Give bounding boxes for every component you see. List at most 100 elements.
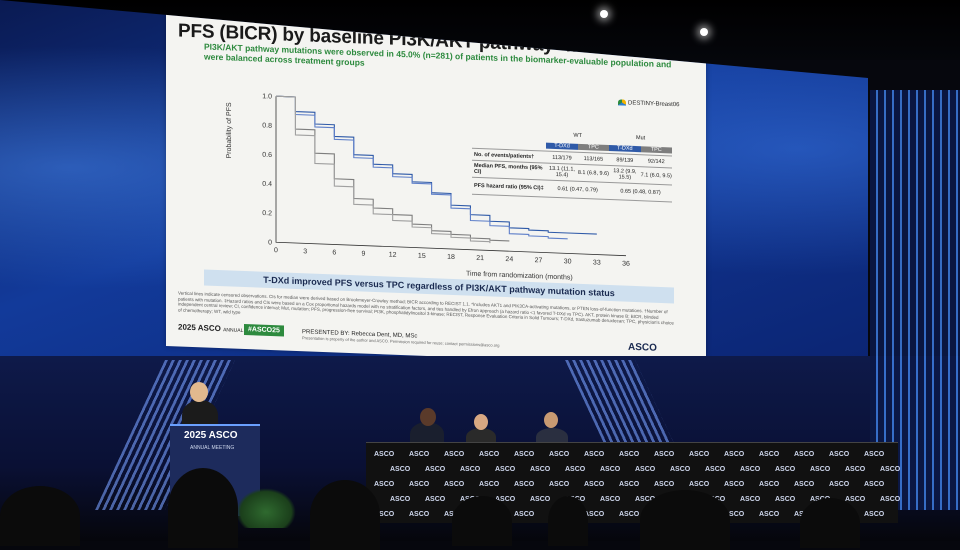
table-logo: ASCO	[514, 481, 535, 488]
table-logo: ASCO	[444, 481, 465, 488]
table-logo: ASCO	[619, 481, 640, 488]
table-logo: ASCO	[374, 511, 395, 518]
table-logo: ASCO	[530, 496, 551, 503]
km-plot: 00.20.40.60.81.00 3 6 9 12 15 18 21 24 27 30 33 36	[262, 93, 630, 268]
audience-head	[310, 480, 380, 550]
km-curve	[276, 95, 568, 240]
table-logo: ASCO	[514, 511, 535, 518]
audience-head	[168, 468, 238, 548]
table-logo: ASCO	[600, 466, 621, 473]
audience-head	[0, 486, 80, 546]
results-table: WT Mut T-DXd TPC T-DXd TPC No. of events…	[472, 126, 672, 203]
col-tdxd: T-DXd	[546, 142, 578, 150]
table-logo: ASCO	[530, 466, 551, 473]
x-tick-label: 33	[593, 259, 601, 266]
table-logo: ASCO	[829, 481, 850, 488]
y-tick-label: 0	[268, 239, 272, 246]
x-tick-label: 3	[303, 248, 307, 255]
x-tick-label: 12	[389, 252, 397, 259]
table-logo: ASCO	[635, 466, 656, 473]
presenter: PRESENTED BY: Rebecca Dent, MD, MSc Prese…	[302, 329, 500, 348]
table-logo: ASCO	[600, 496, 621, 503]
table-logo: ASCO	[775, 466, 796, 473]
table-logo: ASCO	[689, 451, 710, 458]
y-tick-label: 0.8	[262, 122, 272, 129]
table-logo: ASCO	[829, 451, 850, 458]
table-logo: ASCO	[724, 481, 745, 488]
table-logo: ASCO	[425, 496, 446, 503]
table-logo: ASCO	[864, 511, 885, 518]
panelist-head	[544, 412, 558, 428]
table-logo: ASCO	[705, 466, 726, 473]
table-logo: ASCO	[635, 496, 656, 503]
table-logo: ASCO	[740, 466, 761, 473]
table-logo: ASCO	[479, 481, 500, 488]
plant	[236, 488, 296, 528]
audience-head	[640, 490, 730, 550]
ceiling-light	[600, 10, 608, 18]
table-logo: ASCO	[724, 511, 745, 518]
panelist	[466, 428, 496, 446]
col-tpc: TPC	[577, 143, 610, 151]
table-logo: ASCO	[619, 511, 640, 518]
x-tick-label: 9	[362, 251, 366, 258]
table-logo: ASCO	[864, 481, 885, 488]
col-tpc: TPC	[640, 145, 672, 153]
table-logo: ASCO	[759, 511, 780, 518]
x-tick-label: 18	[447, 254, 455, 261]
table-logo: ASCO	[584, 511, 605, 518]
table-logo: ASCO	[740, 496, 761, 503]
table-logo: ASCO	[495, 496, 516, 503]
x-tick-label: 0	[274, 247, 278, 254]
table-logo: ASCO	[775, 496, 796, 503]
axis-line	[275, 96, 626, 257]
table-logo: ASCO	[845, 496, 866, 503]
table-logo: ASCO	[584, 481, 605, 488]
table-logo: ASCO	[390, 496, 411, 503]
x-tick-label: 6	[332, 249, 336, 256]
table-logo: ASCO	[514, 451, 535, 458]
audience-head	[800, 498, 860, 548]
table-logo: ASCO	[549, 451, 570, 458]
table-logo: ASCO	[759, 481, 780, 488]
podium-logo: 2025 ASCO	[184, 430, 238, 441]
stage-wall	[870, 90, 960, 510]
y-tick-label: 0.2	[262, 210, 272, 217]
speaker-head	[190, 382, 208, 402]
table-logo: ASCO	[864, 451, 885, 458]
table-logo: ASCO	[584, 451, 605, 458]
table-logo: ASCO	[409, 511, 430, 518]
table-logo: ASCO	[794, 451, 815, 458]
km-curve	[276, 95, 597, 235]
x-tick-label: 15	[418, 253, 426, 260]
table-logo: ASCO	[689, 481, 710, 488]
table-logo: ASCO	[479, 451, 500, 458]
group-wt-label: WT	[573, 132, 582, 139]
x-tick-label: 30	[564, 258, 572, 265]
table-logo: ASCO	[495, 466, 516, 473]
y-tick-label: 0.6	[262, 152, 272, 159]
table-logo: ASCO	[759, 451, 780, 458]
table-logo: ASCO	[724, 451, 745, 458]
table-logo: ASCO	[409, 481, 430, 488]
podium-sub: ANNUAL MEETING	[190, 445, 235, 451]
table-logo: ASCO	[654, 451, 675, 458]
table-logo: ASCO	[390, 466, 411, 473]
table-logo: ASCO	[460, 466, 481, 473]
table-logo: ASCO	[880, 496, 901, 503]
col-tdxd: T-DXd	[609, 144, 641, 152]
audience-head	[548, 496, 588, 546]
y-tick-label: 0.4	[262, 181, 272, 188]
table-logo: ASCO	[425, 466, 446, 473]
x-tick-label: 21	[476, 255, 484, 262]
table-logo: ASCO	[549, 481, 570, 488]
table-logo: ASCO	[444, 451, 465, 458]
table-logo: ASCO	[845, 466, 866, 473]
table-logo: ASCO	[794, 481, 815, 488]
panelist-head	[474, 414, 488, 430]
table-logo: ASCO	[654, 481, 675, 488]
audience-head	[452, 496, 512, 546]
table-logo: ASCO	[409, 451, 430, 458]
table-logo: ASCO	[810, 466, 831, 473]
table-logo: ASCO	[670, 466, 691, 473]
